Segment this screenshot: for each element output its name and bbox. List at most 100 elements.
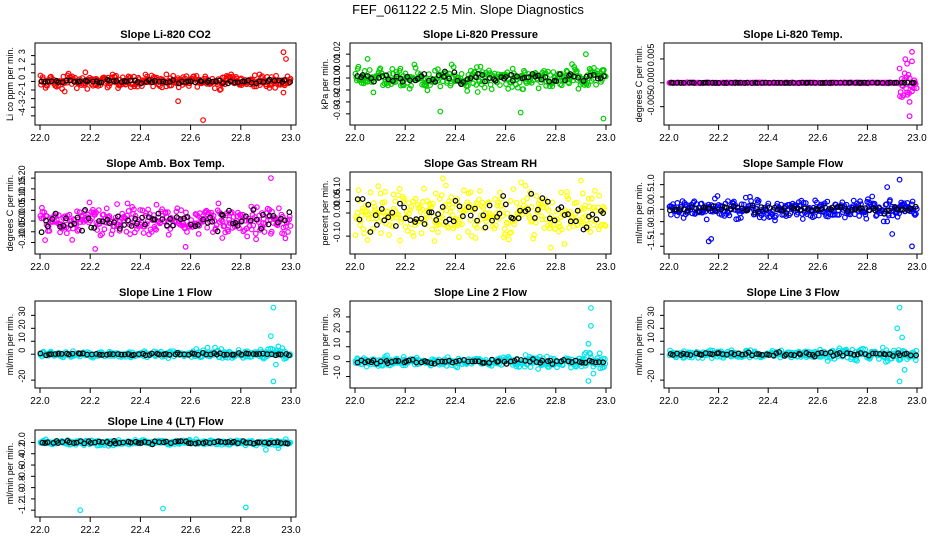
raw-point bbox=[863, 215, 870, 222]
avg-point bbox=[435, 211, 442, 218]
raw-point bbox=[430, 200, 436, 207]
avg-point bbox=[253, 216, 260, 223]
raw-point bbox=[389, 223, 396, 230]
raw-point bbox=[38, 215, 45, 222]
figure-title: FEF_061122 2.5 Min. Slope Diagnostics bbox=[352, 2, 584, 17]
y-tick-label: 10 bbox=[332, 338, 342, 348]
avg-point bbox=[81, 440, 88, 447]
raw-point bbox=[587, 228, 594, 235]
data-points bbox=[37, 436, 294, 514]
y-tick-label: -1.0 bbox=[17, 487, 27, 503]
avg-point bbox=[392, 358, 399, 364]
avg-point bbox=[46, 351, 52, 358]
raw-point bbox=[474, 224, 480, 231]
outlier-point bbox=[268, 175, 274, 182]
x-tick-label: 22.2 bbox=[709, 262, 729, 273]
raw-point bbox=[504, 210, 511, 217]
raw-point bbox=[138, 83, 145, 89]
x-tick-label: 22.6 bbox=[496, 396, 516, 407]
y-tick-label: -10 bbox=[332, 366, 342, 379]
raw-point bbox=[371, 203, 378, 210]
avg-point bbox=[546, 78, 553, 85]
y-tick-label: -20 bbox=[17, 370, 27, 383]
chart-title: Slope Li-820 CO2 bbox=[120, 29, 210, 41]
avg-point bbox=[68, 222, 74, 229]
avg-point bbox=[573, 218, 579, 225]
y-tick-label: 10 bbox=[17, 332, 27, 342]
raw-point bbox=[714, 193, 721, 199]
chart-title: Slope Li-820 Pressure bbox=[423, 29, 538, 41]
avg-point bbox=[247, 439, 254, 446]
avg-point bbox=[111, 219, 117, 226]
avg-point bbox=[372, 212, 379, 219]
x-tick-label: 22.6 bbox=[181, 133, 201, 144]
avg-point bbox=[907, 352, 914, 359]
chart-panel-3: Slope Li-820 Temp. degrees C per min. 22.0… bbox=[634, 29, 927, 144]
y-tick-label: 1.0 bbox=[646, 174, 656, 187]
raw-point bbox=[435, 66, 441, 73]
y-tick-label: -0.03 bbox=[332, 100, 342, 121]
avg-point bbox=[42, 440, 48, 446]
avg-point bbox=[844, 208, 851, 215]
raw-point bbox=[857, 198, 863, 205]
raw-point bbox=[773, 212, 779, 219]
avg-point bbox=[63, 215, 69, 222]
raw-point bbox=[530, 235, 537, 242]
avg-point bbox=[412, 219, 419, 225]
avg-point bbox=[852, 206, 859, 213]
avg-point bbox=[192, 79, 199, 86]
raw-point bbox=[354, 209, 361, 216]
raw-point bbox=[95, 207, 102, 214]
outlier-point bbox=[270, 304, 277, 311]
raw-point bbox=[465, 82, 471, 89]
avg-point bbox=[115, 351, 121, 358]
avg-point bbox=[96, 351, 103, 358]
x-tick-label: 22.2 bbox=[709, 133, 729, 144]
avg-point bbox=[870, 350, 876, 357]
avg-point bbox=[514, 73, 520, 80]
raw-point bbox=[137, 207, 144, 213]
raw-point bbox=[564, 193, 571, 200]
avg-point bbox=[239, 78, 246, 85]
raw-point bbox=[282, 235, 289, 242]
raw-point bbox=[909, 198, 916, 205]
raw-point bbox=[547, 72, 554, 78]
x-tick-label: 22.0 bbox=[345, 396, 365, 407]
outlier-point bbox=[200, 117, 207, 123]
outlier-point bbox=[517, 109, 524, 116]
outlier-point bbox=[909, 243, 915, 250]
avg-point bbox=[565, 358, 572, 365]
raw-point bbox=[76, 226, 82, 233]
avg-point bbox=[191, 351, 198, 357]
raw-point bbox=[578, 220, 585, 227]
raw-point bbox=[423, 215, 430, 221]
avg-point bbox=[395, 358, 402, 364]
raw-point bbox=[276, 205, 282, 212]
plot-frame bbox=[349, 300, 612, 389]
raw-point bbox=[516, 79, 523, 86]
avg-point bbox=[58, 351, 65, 357]
raw-point bbox=[703, 216, 710, 223]
x-tick-label: 22.2 bbox=[80, 396, 100, 407]
avg-point bbox=[231, 79, 238, 86]
raw-point bbox=[397, 65, 404, 72]
raw-point bbox=[491, 70, 498, 77]
x-tick-label: 23.0 bbox=[281, 133, 301, 144]
raw-point bbox=[869, 193, 876, 200]
raw-point bbox=[507, 197, 514, 204]
raw-point bbox=[377, 190, 384, 197]
avg-point bbox=[819, 79, 826, 86]
avg-point bbox=[544, 198, 551, 205]
avg-point bbox=[230, 351, 237, 358]
avg-point bbox=[156, 78, 163, 85]
raw-point bbox=[386, 71, 393, 77]
outlier-point bbox=[906, 98, 913, 105]
raw-point bbox=[726, 212, 733, 219]
raw-point bbox=[386, 222, 393, 229]
y-tick-label: 0.00 bbox=[332, 200, 342, 218]
avg-point bbox=[214, 438, 221, 445]
raw-point bbox=[477, 212, 484, 219]
avg-point bbox=[876, 205, 882, 212]
avg-point bbox=[844, 350, 850, 357]
raw-point bbox=[458, 70, 465, 77]
